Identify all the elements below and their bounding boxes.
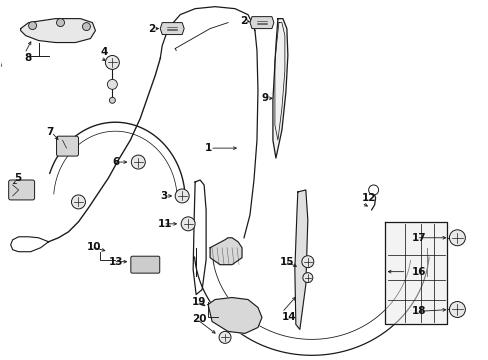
Circle shape xyxy=(82,23,90,31)
Text: 18: 18 xyxy=(411,306,425,316)
Text: 10: 10 xyxy=(86,242,101,252)
Circle shape xyxy=(131,155,145,169)
Text: 9: 9 xyxy=(262,93,268,103)
Text: 17: 17 xyxy=(411,233,425,243)
Polygon shape xyxy=(384,222,447,324)
Text: 2: 2 xyxy=(148,24,155,33)
Text: 14: 14 xyxy=(281,312,296,323)
Circle shape xyxy=(368,185,378,195)
Text: 2: 2 xyxy=(240,15,247,26)
Circle shape xyxy=(301,256,313,268)
Polygon shape xyxy=(20,19,95,42)
Text: 15: 15 xyxy=(279,257,294,267)
Circle shape xyxy=(71,195,85,209)
FancyBboxPatch shape xyxy=(131,256,160,273)
Circle shape xyxy=(175,189,189,203)
Text: 19: 19 xyxy=(192,297,206,306)
Text: 3: 3 xyxy=(160,191,167,201)
Circle shape xyxy=(109,97,115,103)
Text: 8: 8 xyxy=(24,54,32,63)
Circle shape xyxy=(181,217,195,231)
Polygon shape xyxy=(272,19,287,158)
Polygon shape xyxy=(249,17,273,28)
Text: 1: 1 xyxy=(204,143,212,153)
Text: 6: 6 xyxy=(112,157,120,167)
Circle shape xyxy=(448,302,465,318)
Text: 16: 16 xyxy=(411,267,425,276)
Polygon shape xyxy=(160,23,184,35)
Circle shape xyxy=(448,230,465,246)
Circle shape xyxy=(57,19,64,27)
FancyBboxPatch shape xyxy=(9,180,35,200)
Circle shape xyxy=(219,332,230,343)
Circle shape xyxy=(107,80,117,89)
Text: 12: 12 xyxy=(361,193,375,203)
Circle shape xyxy=(105,55,119,69)
Circle shape xyxy=(302,273,312,283)
Polygon shape xyxy=(210,238,242,265)
Text: 5: 5 xyxy=(15,173,22,183)
Polygon shape xyxy=(208,298,262,333)
Text: 11: 11 xyxy=(158,219,172,229)
Polygon shape xyxy=(294,190,307,329)
Text: 13: 13 xyxy=(108,257,122,267)
Text: 7: 7 xyxy=(46,127,54,137)
Text: 20: 20 xyxy=(192,314,206,324)
Text: 4: 4 xyxy=(100,48,107,58)
FancyBboxPatch shape xyxy=(57,136,78,156)
Circle shape xyxy=(29,22,37,30)
